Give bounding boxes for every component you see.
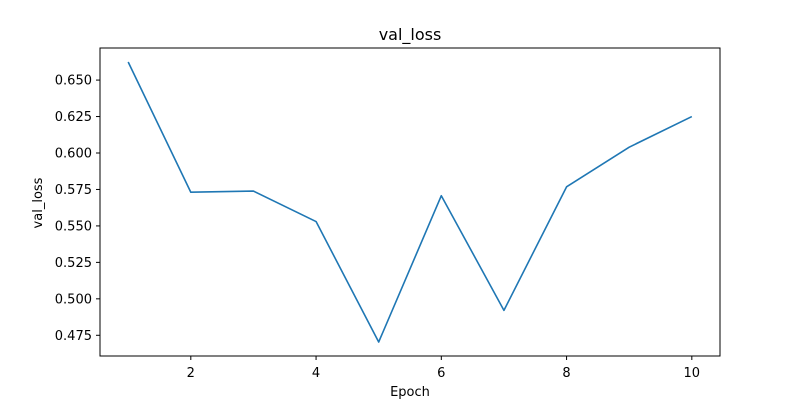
y-tick-label: 0.600 [55, 147, 92, 162]
y-tick-label: 0.550 [55, 219, 92, 234]
ticks-layer: 2 4 6 8 10 0.475 0.500 0.525 0.550 0.575 0.600 0.62… [55, 74, 700, 381]
series-layer [127, 61, 693, 343]
y-tick-label: 0.475 [55, 329, 92, 344]
y-tick-label: 0.650 [55, 74, 92, 89]
plot-frame [99, 47, 721, 357]
y-tick-label: 0.575 [55, 183, 92, 198]
x-tick-label: 4 [312, 366, 320, 381]
chart-title: val_loss [379, 25, 442, 45]
y-tick-label: 0.625 [55, 110, 92, 125]
x-axis-label: Epoch [390, 385, 430, 400]
y-tick-label: 0.525 [55, 256, 92, 271]
x-tick-label: 6 [437, 366, 445, 381]
x-tick-label: 8 [562, 366, 570, 381]
x-tick-label: 10 [684, 366, 701, 381]
y-axis-label: val_loss [31, 177, 46, 228]
x-tick-label: 2 [187, 366, 195, 381]
series-line [127, 61, 693, 343]
y-tick-label: 0.500 [55, 292, 92, 307]
